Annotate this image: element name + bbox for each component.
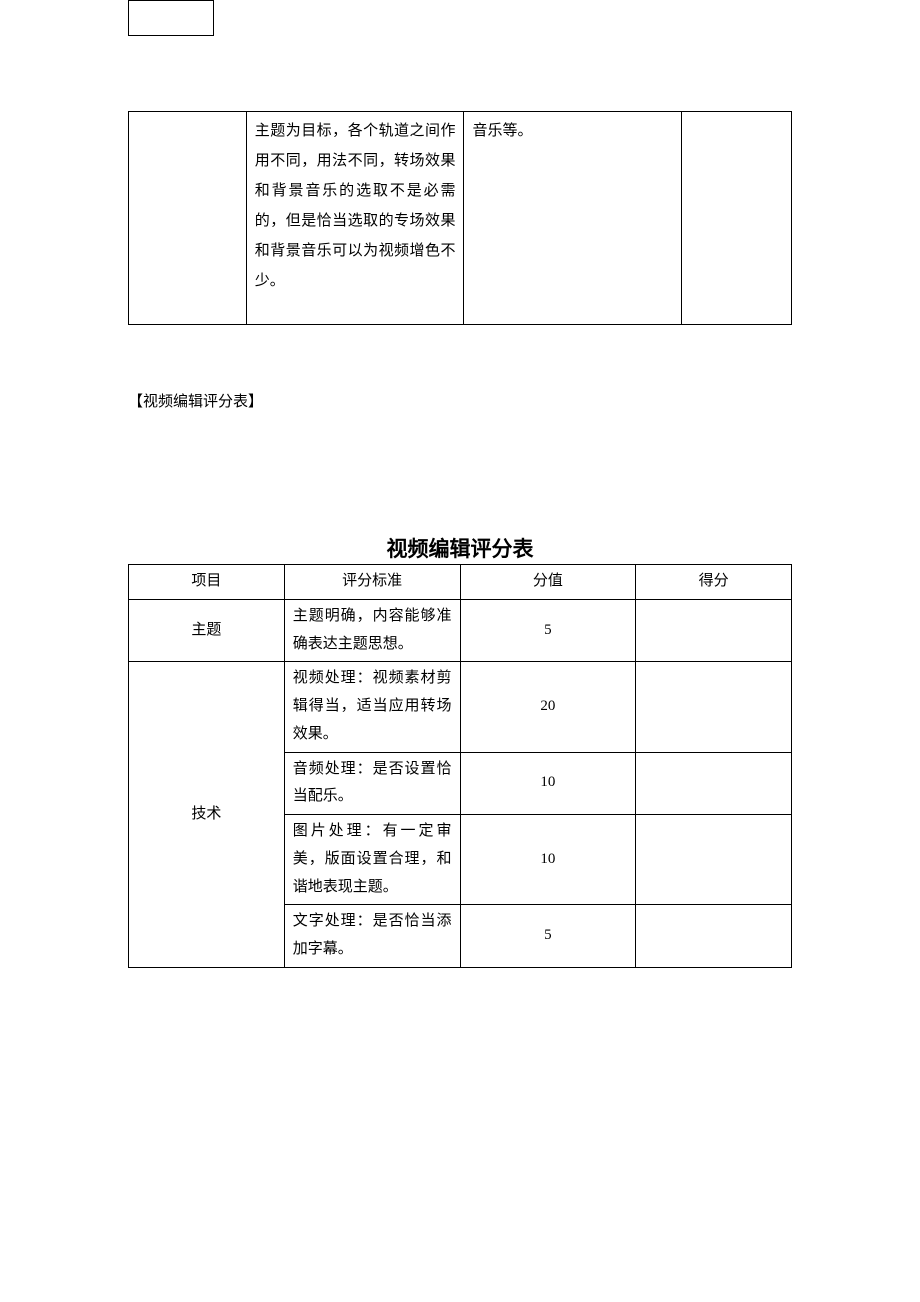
section-label: 【视频编辑评分表】 [128,390,263,411]
score-cell [636,815,792,905]
scoring-table: 项目 评分标准 分值 得分 主题 主题明确，内容能够准确表达主题思想。 5 技术… [128,564,792,968]
cell-text: 主题为目标，各个轨道之间作用不同，用法不同，转场效果和背景音乐的选取不是必需的，… [255,116,456,296]
table-row: 主题为目标，各个轨道之间作用不同，用法不同，转场效果和背景音乐的选取不是必需的，… [129,112,792,325]
table-row: 主题 主题明确，内容能够准确表达主题思想。 5 [129,599,792,662]
item-cell: 技术 [129,662,285,968]
criteria-cell: 音频处理：是否设置恰当配乐。 [284,752,460,815]
score-value-cell: 5 [460,599,636,662]
criteria-cell: 图片处理：有一定审美，版面设置合理，和谐地表现主题。 [284,815,460,905]
context-table: 主题为目标，各个轨道之间作用不同，用法不同，转场效果和背景音乐的选取不是必需的，… [128,111,792,325]
score-cell [636,752,792,815]
score-cell [636,599,792,662]
score-value-cell: 5 [460,905,636,968]
score-value-cell: 10 [460,752,636,815]
header-criteria: 评分标准 [284,565,460,600]
criteria-cell: 文字处理：是否恰当添加字幕。 [284,905,460,968]
table-header-row: 项目 评分标准 分值 得分 [129,565,792,600]
cell-text: 音乐等。 [472,116,673,146]
table-row: 技术 视频处理：视频素材剪辑得当，适当应用转场效果。 20 [129,662,792,752]
header-score-value: 分值 [460,565,636,600]
context-cell-2: 主题为目标，各个轨道之间作用不同，用法不同，转场效果和背景音乐的选取不是必需的，… [246,112,464,325]
item-cell: 主题 [129,599,285,662]
header-item: 项目 [129,565,285,600]
header-score: 得分 [636,565,792,600]
context-cell-3: 音乐等。 [464,112,682,325]
score-cell [636,662,792,752]
criteria-cell: 主题明确，内容能够准确表达主题思想。 [284,599,460,662]
criteria-cell: 视频处理：视频素材剪辑得当，适当应用转场效果。 [284,662,460,752]
score-value-cell: 20 [460,662,636,752]
top-empty-box [128,0,214,36]
scoring-table-title: 视频编辑评分表 [128,533,792,563]
context-cell-4 [682,112,792,325]
context-cell-1 [129,112,247,325]
score-value-cell: 10 [460,815,636,905]
score-cell [636,905,792,968]
